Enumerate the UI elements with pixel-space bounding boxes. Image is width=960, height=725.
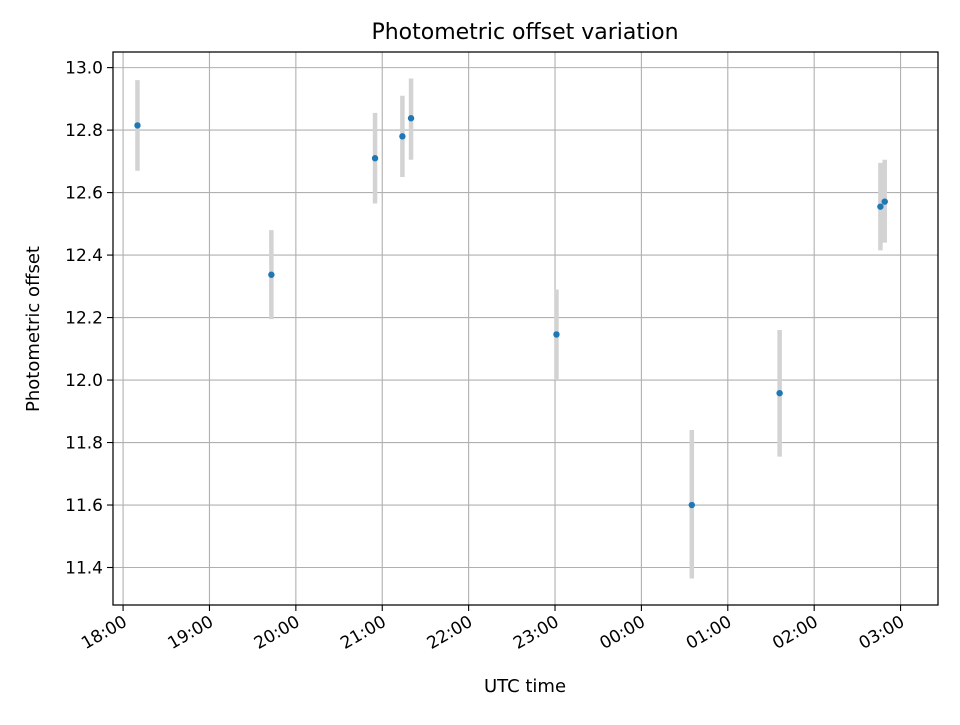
- y-tick-label: 11.8: [65, 434, 103, 454]
- data-point: [268, 271, 275, 278]
- plot-area-frame: [112, 51, 939, 606]
- grid-layer: [113, 52, 938, 605]
- data-point: [881, 198, 888, 205]
- y-tick-label: 12.0: [65, 371, 103, 391]
- data-point: [399, 133, 406, 140]
- data-point: [877, 203, 884, 210]
- data-point: [776, 389, 783, 397]
- y-tick-label: 12.2: [65, 309, 103, 329]
- y-tick-label: 13.0: [65, 59, 103, 79]
- y-tick-label: 12.4: [65, 246, 103, 266]
- chart-title: Photometric offset variation: [371, 20, 678, 45]
- y-tick-label: 12.8: [65, 121, 103, 141]
- data-point: [553, 331, 560, 338]
- y-tick-label: 12.6: [65, 184, 103, 204]
- data-point: [688, 501, 695, 509]
- data-point: [134, 122, 141, 129]
- point-layer: [134, 115, 888, 509]
- data-point: [407, 115, 415, 122]
- data-point: [371, 155, 379, 162]
- y-axis-label: Photometric offset: [23, 246, 44, 412]
- y-tick-label: 11.4: [65, 559, 103, 579]
- y-tick-label: 11.6: [65, 496, 103, 516]
- x-axis-label: UTC time: [484, 676, 566, 697]
